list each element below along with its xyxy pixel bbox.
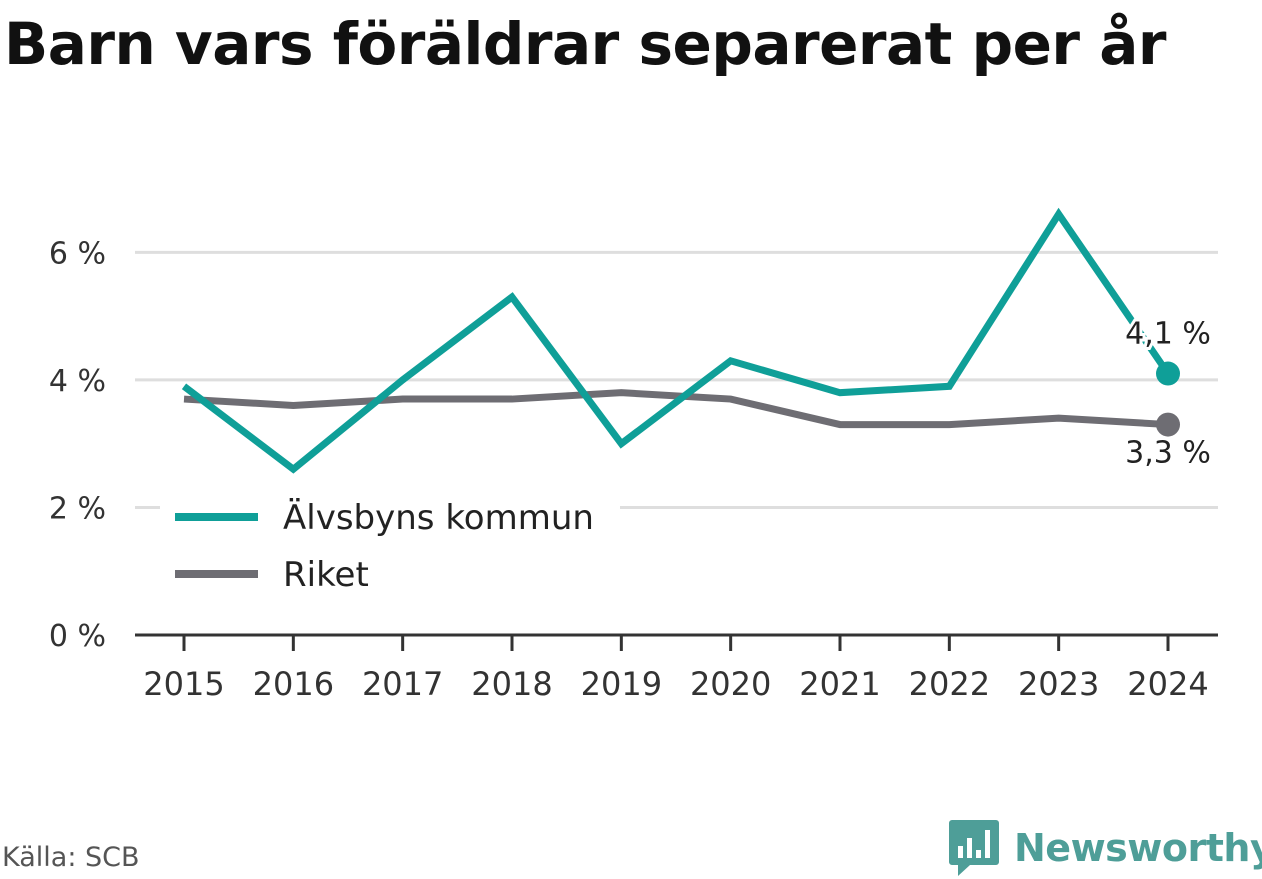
legend-label: Riket: [283, 555, 369, 595]
x-tick-label: 2017: [362, 665, 443, 703]
legend: Älvsbyns kommun Riket: [160, 491, 620, 596]
x-tick-label: 2018: [471, 665, 552, 703]
y-tick-label: 0 %: [49, 619, 106, 654]
chart-title: Barn vars föräldrar separerat per år: [4, 10, 1166, 78]
y-tick-label: 6 %: [49, 236, 106, 271]
x-tick-label: 2016: [253, 665, 334, 703]
x-tick-label: 2024: [1127, 665, 1208, 703]
y-tick-label: 2 %: [49, 491, 106, 526]
legend-label: Älvsbyns kommun: [283, 498, 594, 538]
x-tick-label: 2023: [1018, 665, 1099, 703]
y-tick-label: 4 %: [49, 364, 106, 399]
brand-name: Newsworthy: [1014, 826, 1262, 870]
x-tick-label: 2021: [799, 665, 880, 703]
x-tick-label: 2015: [143, 665, 224, 703]
brand-logo: Newsworthy: [948, 818, 1262, 878]
y-axis-ticks: 0 % 2 % 4 % 6 %: [49, 236, 106, 654]
series-lines: 4,1 % 3,3 %: [181, 207, 1214, 474]
x-tick-label: 2022: [909, 665, 990, 703]
data-label: 4,1 %: [1125, 317, 1211, 352]
series-line: [183, 389, 1169, 429]
bar-chart-icon: [949, 820, 999, 876]
series-end-marker: [1156, 412, 1180, 437]
series-end-marker: [1156, 361, 1180, 386]
x-tick-label: 2020: [690, 665, 771, 703]
x-axis: 2015 2016 2017 2018 2019 2020 2021 2022 2023 2024: [135, 633, 1218, 703]
data-label: 3,3 %: [1125, 436, 1211, 471]
source-note: Källa: SCB: [2, 842, 140, 873]
x-tick-label: 2019: [581, 665, 662, 703]
series-line: [181, 207, 1171, 474]
